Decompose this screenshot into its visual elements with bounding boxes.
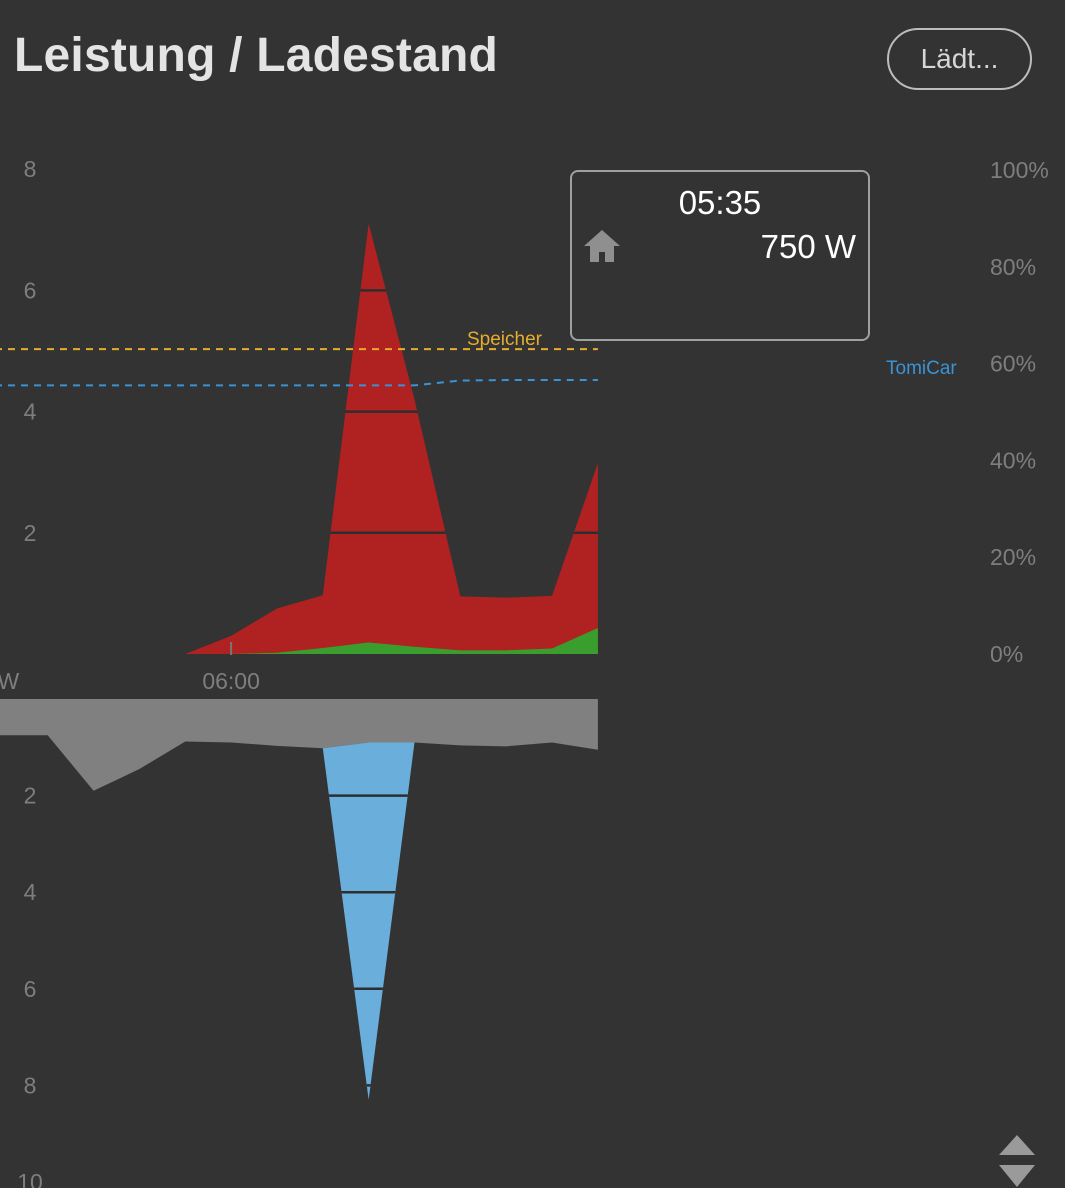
y-tick-label: 6 — [24, 277, 37, 303]
y-tick-label: 10 — [17, 1169, 43, 1188]
y-tick-label: 6 — [24, 976, 37, 1002]
y-tick-label: 8 — [24, 156, 37, 182]
bottom-grid — [322, 794, 461, 1087]
x-tick-label: 06:00 — [202, 668, 260, 694]
consumption-area — [0, 223, 598, 654]
soc-tick-label: 0% — [990, 641, 1023, 667]
scroll-updown-icon[interactable] — [996, 1134, 1038, 1188]
grid-area — [0, 699, 598, 791]
soc-label-tomicar: TomiCar — [886, 358, 957, 379]
status-button[interactable]: Lädt... — [887, 28, 1032, 90]
soc-tick-label: 20% — [990, 544, 1036, 570]
bottom-panel — [0, 699, 598, 1100]
soc-line-tomicar — [0, 379, 598, 387]
battery-area — [322, 742, 461, 1100]
chart-tooltip: 05:35 750 W — [570, 170, 870, 341]
soc-tick-label: 40% — [990, 447, 1036, 473]
y-tick-label: 8 — [24, 1072, 37, 1098]
y-tick-label: 2 — [24, 783, 37, 809]
y-unit-label: kW — [0, 668, 20, 694]
house-icon — [584, 230, 620, 262]
pv-area — [0, 627, 598, 654]
tooltip-time: 05:35 — [678, 184, 762, 221]
y-tick-label: 2 — [24, 520, 37, 546]
soc-tick-label: 60% — [990, 351, 1036, 377]
soc-label-speicher: Speicher — [467, 329, 543, 350]
soc-tick-label: 100% — [990, 157, 1049, 183]
y-tick-label: 4 — [24, 879, 37, 905]
top-panel — [0, 223, 598, 654]
y-tick-label: 4 — [24, 399, 37, 425]
soc-tick-label: 80% — [990, 254, 1036, 280]
tooltip-value: 750 W — [760, 228, 856, 265]
top-grid — [0, 289, 598, 535]
page-title: Leistung / Ladestand — [14, 29, 499, 82]
